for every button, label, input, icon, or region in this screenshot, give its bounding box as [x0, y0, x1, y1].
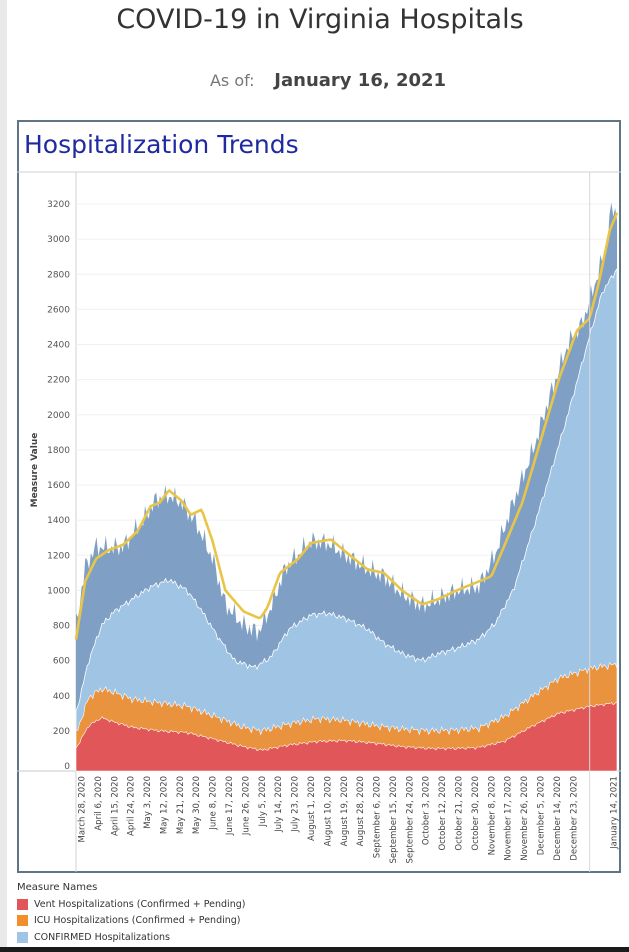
x-tick-label: September 24, 2020: [405, 776, 415, 864]
y-tick-label: 0: [64, 762, 70, 772]
y-tick-label: 2200: [47, 376, 70, 386]
y-tick-label: 1800: [47, 446, 70, 456]
y-tick-label: 2600: [47, 305, 70, 315]
x-tick-label: October 3, 2020: [422, 776, 432, 845]
legend-item-vent[interactable]: Vent Hospitalizations (Confirmed + Pendi…: [17, 899, 245, 910]
x-tick-label: December 23, 2020: [569, 776, 579, 861]
y-tick-label: 1200: [47, 551, 70, 561]
as-of-label: As of:: [209, 71, 255, 90]
y-tick-label: 1000: [47, 586, 70, 596]
legend-label-vent: Vent Hospitalizations (Confirmed + Pendi…: [34, 899, 246, 910]
y-tick-label: 2800: [47, 270, 70, 280]
page-title: COVID-19 in Virginia Hospitals: [116, 4, 524, 35]
x-tick-label: April 15, 2020: [110, 776, 120, 836]
x-tick-label: January 14, 2021: [609, 776, 619, 850]
x-tick-label: August 10, 2020: [323, 776, 333, 846]
y-tick-label: 2400: [47, 341, 70, 351]
legend-title: Measure Names: [17, 882, 98, 893]
panel-title: Hospitalization Trends: [24, 130, 299, 159]
x-tick-label: July 14, 2020: [274, 776, 284, 833]
x-tick-label: August 28, 2020: [356, 776, 366, 846]
x-tick-label: May 3, 2020: [143, 776, 153, 829]
y-tick-label: 1400: [47, 516, 70, 526]
x-tick-label: May 12, 2020: [159, 776, 169, 834]
legend-swatch-icu: [17, 915, 28, 926]
x-tick-label: June 17, 2020: [225, 776, 235, 836]
x-tick-label: November 17, 2020: [504, 776, 514, 861]
legend-swatch-vent: [17, 899, 28, 910]
legend-label-confirmed: CONFIRMED Hospitalizations: [34, 932, 170, 943]
legend-item-icu[interactable]: ICU Hospitalizations (Confirmed + Pendin…: [17, 915, 241, 926]
x-tick-label: October 12, 2020: [438, 776, 448, 851]
x-tick-label: May 21, 2020: [176, 776, 186, 834]
x-tick-label: December 14, 2020: [553, 776, 563, 861]
y-tick-label: 200: [53, 727, 70, 737]
y-axis-label: Measure Value: [30, 433, 40, 508]
x-tick-label: June 8, 2020: [209, 776, 219, 831]
x-tick-label: September 6, 2020: [373, 776, 383, 858]
y-tick-label: 600: [53, 657, 70, 667]
legend-label-icu: ICU Hospitalizations (Confirmed + Pendin…: [34, 915, 241, 926]
series-confirmed-area: [75, 267, 618, 772]
as-of-line: As of: January 16, 2021: [0, 70, 629, 91]
x-tick-label: July 5, 2020: [258, 776, 268, 827]
y-tick-label: 3200: [47, 200, 70, 210]
x-tick-label: November 26, 2020: [520, 776, 530, 861]
x-tick-label: April 6, 2020: [94, 776, 104, 831]
x-tick-label: December 5, 2020: [537, 776, 547, 855]
legend-swatch-confirmed: [17, 932, 28, 943]
y-tick-label: 3000: [47, 235, 70, 245]
y-tick-label: 400: [53, 692, 70, 702]
x-tick-label: November 8, 2020: [487, 776, 497, 855]
y-tick-label: 2000: [47, 411, 70, 421]
x-tick-label: August 1, 2020: [307, 776, 317, 841]
x-tick-label: June 26, 2020: [241, 776, 251, 836]
as-of-date: January 16, 2021: [274, 70, 447, 91]
x-tick-label: March 28, 2020: [78, 776, 88, 842]
x-tick-label: September 15, 2020: [389, 776, 399, 864]
x-tick-label: October 30, 2020: [471, 776, 481, 851]
x-tick-label: July 23, 2020: [291, 776, 301, 833]
series-trend-line: [74, 212, 619, 640]
y-tick-label: 800: [53, 622, 70, 632]
legend-item-confirmed[interactable]: CONFIRMED Hospitalizations: [17, 932, 170, 943]
x-tick-label: August 19, 2020: [340, 776, 350, 846]
series-vent-area: [75, 701, 618, 772]
left-edge-strip: [0, 0, 7, 952]
y-tick-label: 1600: [47, 481, 70, 491]
x-tick-label: October 21, 2020: [455, 776, 465, 851]
bottom-edge-strip: [0, 947, 629, 952]
chart-panel-frame: [17, 120, 621, 873]
x-tick-label: May 30, 2020: [192, 776, 202, 834]
x-tick-label: April 24, 2020: [127, 776, 137, 836]
